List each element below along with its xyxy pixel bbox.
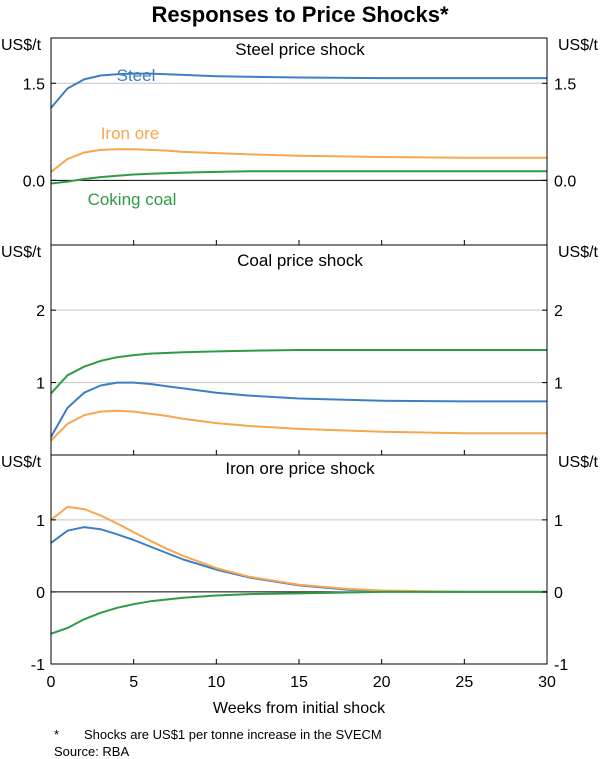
series-annotation-coking-coal: Coking coal — [88, 190, 177, 209]
panel-frame — [50, 454, 548, 665]
panel-title: Iron ore price shock — [225, 459, 375, 478]
panel-2: Coal price shock US$/t US$/t 2 2 1 1 — [1, 244, 599, 456]
series-line-iron-ore — [50, 148, 547, 173]
y-tick-label-left: 0.0 — [23, 173, 45, 190]
x-axis-label: Weeks from initial shock — [213, 700, 386, 717]
series-line-steel — [50, 526, 547, 593]
y-tick-label-right: -1 — [554, 657, 568, 674]
y-unit-label-right: US$/t — [558, 454, 599, 471]
y-tick-label-left: 2 — [36, 303, 45, 320]
chart-title: Responses to Price Shocks* — [151, 2, 449, 27]
panel-3: Iron ore price shock US$/t US$/t 1 1 0 0 -1 -1 — [1, 454, 599, 674]
y-tick-label-left: 1.5 — [23, 76, 45, 93]
series-line-coking-coal — [50, 349, 547, 395]
y-unit-label-right: US$/t — [558, 37, 599, 54]
series-line-coking-coal — [50, 590, 547, 635]
source-note: Source: RBA — [54, 744, 129, 759]
series-line-steel — [50, 381, 547, 438]
y-tick-label-right: 2 — [554, 303, 563, 320]
series-line-iron-ore — [50, 505, 547, 593]
y-tick-label-right: 0.0 — [554, 173, 576, 190]
footnote-marker: * — [54, 727, 59, 742]
chart-panels: Steel price shock US$/t US$/t 1.5 1.5 0.0 0.0 S… — [1, 37, 599, 674]
series-annotation-steel: Steel — [117, 66, 156, 85]
y-unit-label-left: US$/t — [1, 244, 42, 261]
x-tick-label: 10 — [207, 674, 225, 691]
series-annotation-iron-ore: Iron ore — [101, 124, 160, 143]
x-tick-label: 5 — [129, 674, 138, 691]
x-tick-label: 30 — [538, 674, 556, 691]
y-tick-label-right: 0 — [554, 585, 563, 602]
x-axis: 0 5 10 15 20 25 30 — [47, 674, 556, 691]
y-tick-label-left: 1 — [36, 376, 45, 393]
x-tick-label: 15 — [290, 674, 308, 691]
y-unit-label-left: US$/t — [1, 454, 42, 471]
y-tick-label-left: 1 — [36, 513, 45, 530]
panel-1: Steel price shock US$/t US$/t 1.5 1.5 0.0 0.0 S… — [1, 37, 599, 246]
y-tick-label-right: 1.5 — [554, 76, 576, 93]
x-tick-label: 0 — [47, 674, 56, 691]
y-unit-label-right: US$/t — [558, 244, 599, 261]
panel-title: Steel price shock — [235, 40, 365, 59]
series-line-iron-ore — [50, 409, 547, 442]
y-tick-label-right: 1 — [554, 513, 563, 530]
x-tick-label: 20 — [373, 674, 391, 691]
series-line-coking-coal — [50, 170, 547, 185]
y-unit-label-left: US$/t — [1, 37, 42, 54]
panel-title: Coal price shock — [237, 251, 363, 270]
x-tick-label: 25 — [455, 674, 473, 691]
y-tick-label-left: -1 — [31, 657, 45, 674]
y-tick-label-left: 0 — [36, 585, 45, 602]
y-tick-label-right: 1 — [554, 376, 563, 393]
series-line-steel — [50, 72, 547, 109]
footnote-text: Shocks are US$1 per tonne increase in th… — [84, 727, 382, 742]
